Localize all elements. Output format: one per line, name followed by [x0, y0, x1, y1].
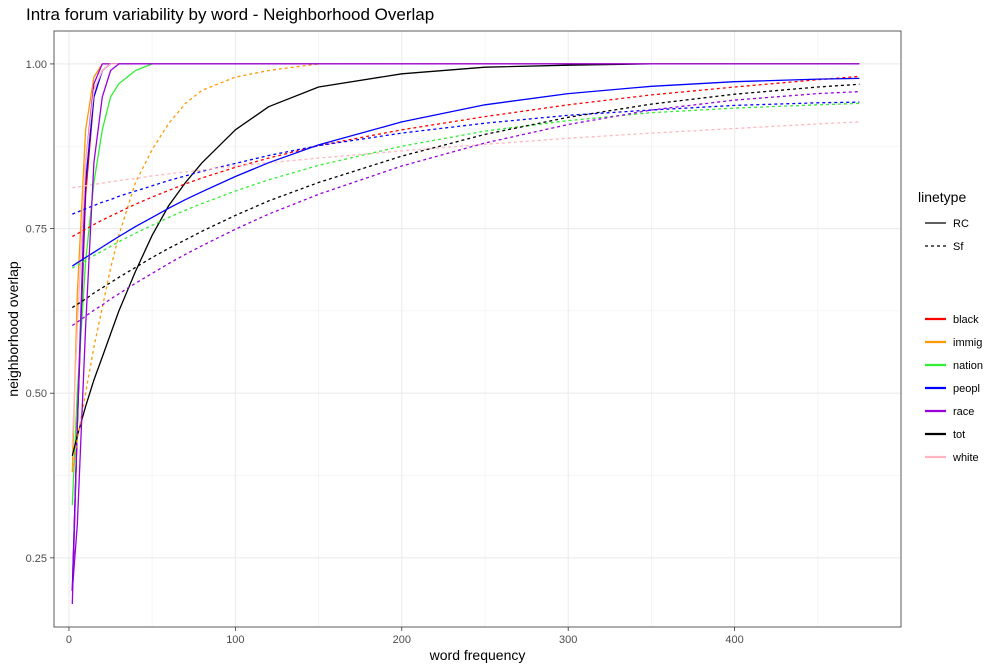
legend-label-race: race [953, 406, 974, 418]
x-tick-label: 400 [725, 634, 743, 646]
legend-label-tot: tot [953, 429, 965, 441]
legend-label-RC: RC [953, 218, 969, 230]
legend-linetype-title: linetype [918, 189, 966, 205]
minor-gridlines [54, 31, 901, 627]
x-tick-label: 300 [559, 634, 577, 646]
chart-title: Intra forum variability by word - Neighb… [26, 5, 434, 24]
legend-label-nation: nation [953, 360, 983, 372]
legend-label-peopl: peopl [953, 383, 980, 395]
legend-linetype: linetype RC Sf [918, 189, 969, 253]
x-axis: 0 100 200 300 400 [66, 627, 744, 646]
legend-label-black: black [953, 314, 979, 326]
x-tick-label: 100 [226, 634, 244, 646]
series-line-white-Sf [72, 121, 860, 189]
x-axis-title: word frequency [429, 647, 526, 663]
series-line-peopl-RC [71, 77, 860, 267]
y-axis: 0.25 0.50 0.75 1.00 [26, 59, 54, 565]
legend-label-immig: immig [953, 337, 982, 349]
series-line-race-RC [71, 63, 860, 591]
legend-label-white: white [952, 452, 979, 464]
x-tick-label: 0 [66, 634, 72, 646]
y-tick-label: 0.75 [26, 224, 47, 236]
plot-area [53, 30, 902, 628]
legend-color: black immig nation peopl race tot white [925, 314, 983, 464]
legend-label-Sf: Sf [953, 241, 964, 253]
y-tick-label: 0.25 [26, 553, 47, 565]
series-lines [71, 63, 860, 605]
series-line-tot-Sf [71, 83, 860, 309]
series-line-black-Sf [71, 75, 860, 238]
y-tick-label: 1.00 [26, 59, 47, 71]
x-tick-label: 200 [393, 634, 411, 646]
y-axis-title: neighborhood overlap [5, 261, 21, 397]
y-tick-label: 0.50 [26, 388, 47, 400]
plot-border [53, 30, 902, 628]
series-line-race-Sf [71, 90, 860, 326]
series-line-peopl-Sf [72, 101, 860, 215]
plot-panel [54, 31, 901, 627]
